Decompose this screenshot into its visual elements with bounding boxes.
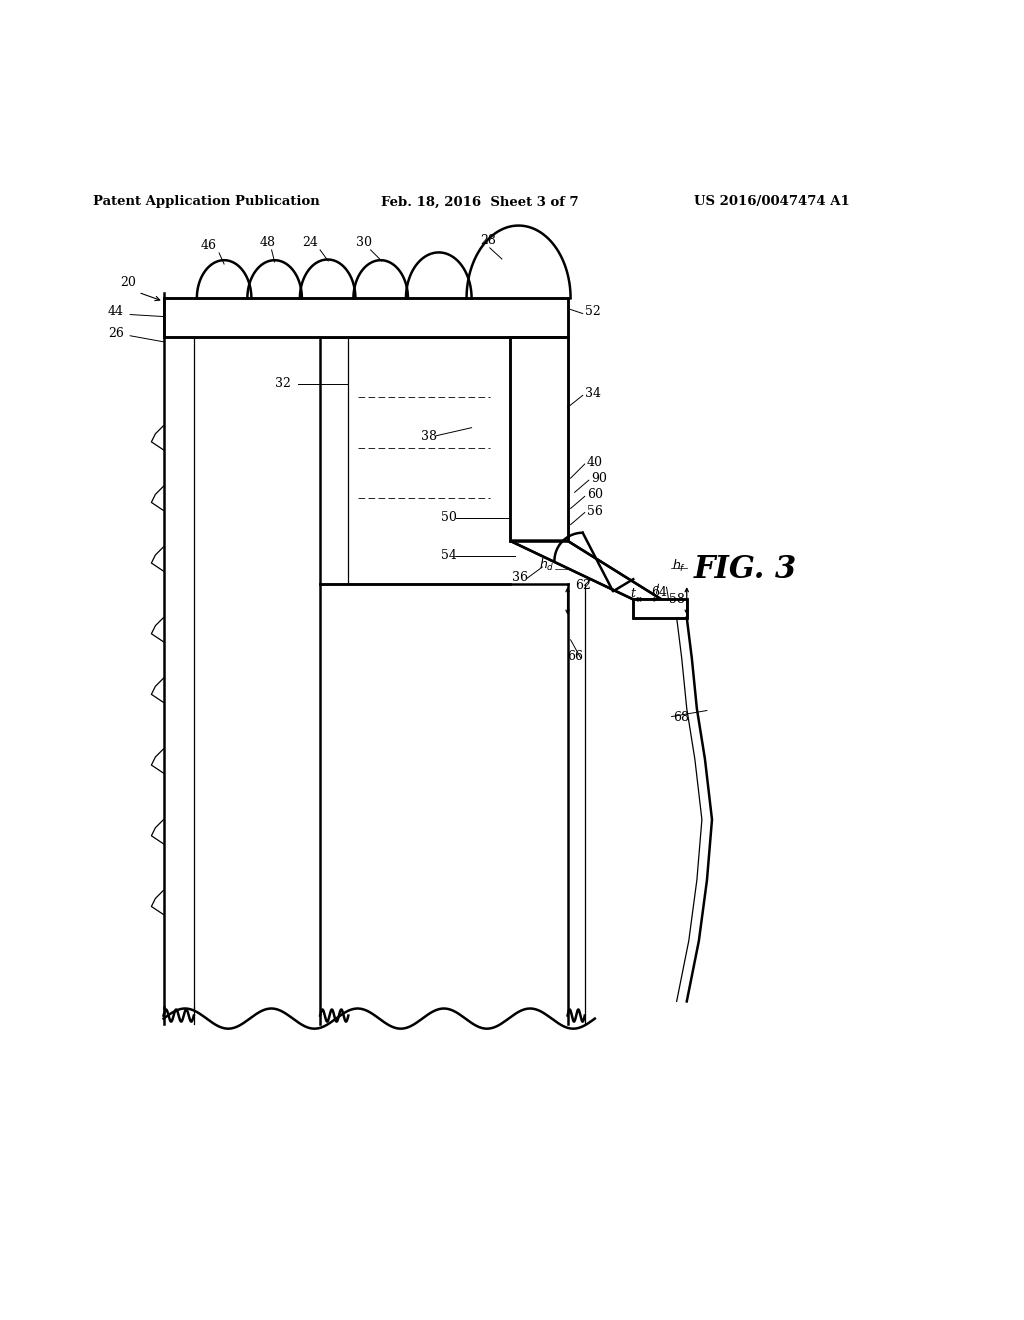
Polygon shape — [510, 541, 662, 599]
Text: 46: 46 — [201, 239, 217, 252]
Polygon shape — [510, 337, 567, 541]
Text: $h_f$: $h_f$ — [672, 558, 686, 574]
Text: 56: 56 — [587, 504, 602, 517]
Text: 62: 62 — [574, 579, 591, 593]
Polygon shape — [633, 599, 687, 618]
Text: Patent Application Publication: Patent Application Publication — [93, 195, 319, 209]
Text: 66: 66 — [567, 649, 584, 663]
Text: 30: 30 — [355, 236, 372, 249]
Text: 24: 24 — [302, 236, 317, 249]
Text: 20: 20 — [120, 276, 136, 289]
Text: 48: 48 — [259, 236, 275, 249]
Text: 44: 44 — [108, 305, 124, 318]
Text: Feb. 18, 2016  Sheet 3 of 7: Feb. 18, 2016 Sheet 3 of 7 — [381, 195, 579, 209]
Polygon shape — [164, 298, 567, 337]
Text: FIG. 3: FIG. 3 — [694, 553, 797, 585]
Text: 36: 36 — [512, 572, 528, 585]
Text: 54: 54 — [441, 549, 457, 562]
Text: 58: 58 — [669, 594, 684, 606]
Text: 68: 68 — [674, 710, 689, 723]
Text: 38: 38 — [421, 430, 437, 442]
Text: 32: 32 — [274, 378, 291, 391]
Text: 64: 64 — [651, 586, 668, 599]
Text: t: t — [630, 587, 635, 601]
Polygon shape — [510, 541, 662, 599]
Text: 52: 52 — [585, 305, 600, 318]
Text: 50: 50 — [441, 511, 457, 524]
Text: 26: 26 — [108, 327, 124, 339]
Polygon shape — [633, 599, 687, 618]
Text: $h_d$: $h_d$ — [540, 557, 555, 573]
Text: 40: 40 — [587, 455, 603, 469]
Text: US 2016/0047474 A1: US 2016/0047474 A1 — [694, 195, 850, 209]
Polygon shape — [510, 337, 567, 541]
Text: 34: 34 — [585, 387, 601, 400]
Text: 60: 60 — [587, 488, 603, 502]
Text: 28: 28 — [480, 234, 496, 247]
Text: 90: 90 — [591, 473, 606, 486]
Polygon shape — [164, 298, 567, 337]
